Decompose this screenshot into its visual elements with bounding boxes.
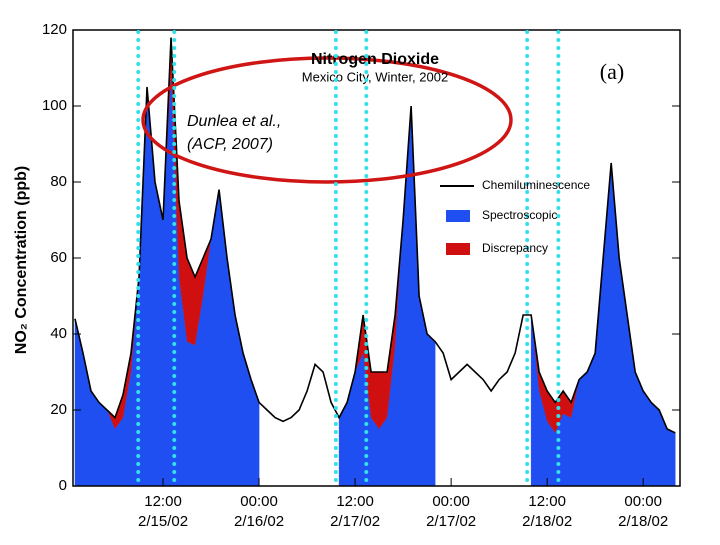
legend-label: Spectroscopic — [482, 208, 557, 222]
y-tick-label: 80 — [50, 173, 67, 190]
highlight-ellipse — [141, 56, 513, 184]
panel-label: (a) — [600, 59, 624, 84]
legend-swatch — [446, 243, 470, 255]
y-axis-label: NO₂ Concentration (ppb) — [13, 166, 30, 354]
legend-label: Chemiluminescence — [482, 178, 590, 192]
x-tick-label: 00:00 — [624, 493, 662, 510]
x-tick-label: 00:00 — [432, 493, 470, 510]
y-tick-label: 100 — [42, 97, 67, 114]
y-tick-label: 0 — [59, 477, 67, 494]
discrepancy-area — [531, 163, 676, 433]
annotation: (ACP, 2007) — [187, 136, 273, 153]
x-tick-date: 2/16/02 — [234, 513, 284, 530]
x-tick-date: 2/18/02 — [618, 513, 668, 530]
x-tick-label: 00:00 — [240, 493, 278, 510]
y-tick-label: 120 — [42, 21, 67, 38]
x-tick-label: 12:00 — [336, 493, 374, 510]
spectroscopic-area — [338, 105, 436, 487]
annotation: Dunlea et al., — [187, 113, 281, 130]
y-tick-label: 60 — [50, 249, 67, 266]
x-tick-label: 12:00 — [528, 493, 566, 510]
x-tick-date: 2/17/02 — [426, 513, 476, 530]
x-tick-date: 2/17/02 — [330, 513, 380, 530]
x-tick-label: 12:00 — [144, 493, 182, 510]
chart-title: Nitrogen Dioxide — [311, 51, 439, 68]
data-layer — [74, 37, 676, 487]
discrepancy-area — [339, 106, 436, 429]
x-tick-date: 2/18/02 — [522, 513, 572, 530]
chart-subtitle: Mexico City, Winter, 2002 — [302, 69, 448, 84]
y-tick-label: 20 — [50, 401, 67, 418]
legend-label: Discrepancy — [482, 241, 548, 255]
y-tick-label: 40 — [50, 325, 67, 342]
legend-swatch — [446, 210, 470, 222]
x-tick-date: 2/15/02 — [138, 513, 188, 530]
